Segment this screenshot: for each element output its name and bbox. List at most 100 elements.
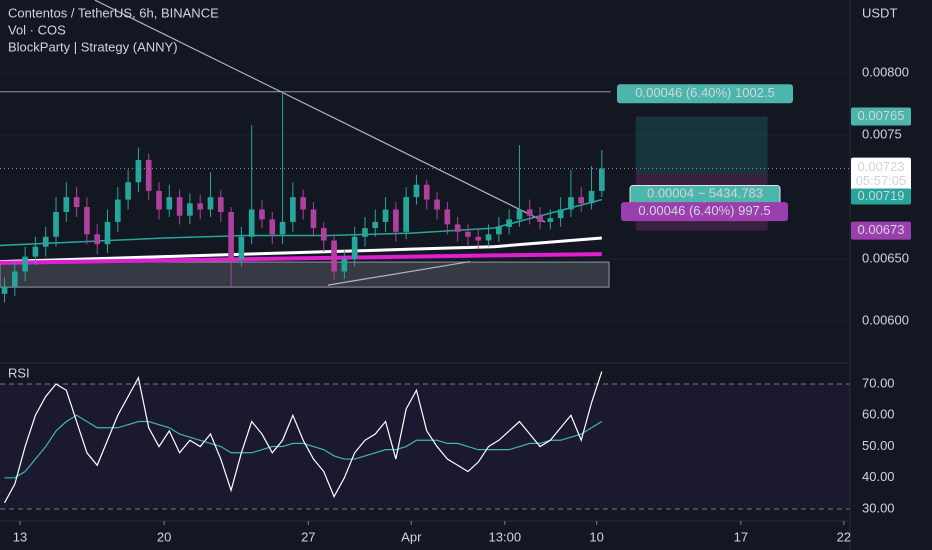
candle-body (176, 197, 183, 216)
candle-body (557, 209, 564, 219)
rsi-ma-line (4, 414, 603, 479)
plot-area (0, 0, 850, 510)
rsi-line (4, 371, 603, 504)
candle-body (526, 209, 533, 216)
indicator-label: Vol · COS (8, 22, 66, 37)
candle-body (156, 190, 162, 210)
candle-body (393, 209, 399, 232)
chart-title: Contentos / TetherUS, 6h, BINANCE (8, 5, 219, 20)
candle-body (114, 199, 121, 222)
candle-body (217, 197, 224, 212)
candle-body (228, 211, 234, 260)
candle-body (320, 228, 327, 241)
candle-body (94, 234, 101, 245)
trendline (94, 0, 546, 223)
candle-body (496, 226, 502, 235)
candle-body (475, 236, 482, 241)
candle-body (125, 182, 131, 200)
candle-body (145, 159, 152, 191)
target-area (635, 116, 768, 174)
moving-average (0, 236, 602, 264)
candle-body (22, 256, 28, 272)
x-tick-label: 17 (734, 529, 748, 544)
candle-body (444, 209, 451, 225)
middle-label: 0.00004 ~ 5434.783 (647, 185, 763, 200)
x-tick-label: 13:00 (489, 529, 522, 544)
candle-body (578, 197, 585, 204)
rsi-tick-label: 30.00 (862, 500, 895, 515)
price-tag (851, 107, 911, 126)
candle-body (187, 203, 193, 216)
candle-body (506, 219, 512, 227)
candle-body (434, 199, 440, 210)
x-tick-label: 10 (589, 529, 603, 544)
candle-body (279, 221, 286, 235)
candle-body (351, 236, 358, 260)
candle-body (104, 221, 111, 245)
candle-body (259, 209, 265, 220)
rsi-tick-label: 60.00 (862, 407, 895, 422)
candle-body (300, 197, 307, 210)
x-tick-label: 13 (13, 529, 27, 544)
candle-body (42, 236, 49, 247)
candle-body (598, 168, 605, 191)
candle-body (372, 221, 379, 229)
candle-body (403, 197, 409, 232)
candle-body (537, 215, 543, 222)
x-tick-label: 22 (837, 529, 851, 544)
rsi-label: RSI (8, 365, 30, 380)
candle-body (568, 197, 574, 210)
candle-body (32, 246, 39, 257)
price-tag (851, 221, 911, 240)
candle-body (454, 224, 461, 232)
candle-body (53, 211, 59, 237)
candle-body (382, 209, 389, 222)
rsi-band (0, 384, 850, 510)
candle-body (63, 197, 70, 212)
y-tick-label: 0.00600 (862, 313, 909, 328)
rsi-tick-label: 40.00 (862, 469, 895, 484)
price-tag-label: 0.00719 (858, 188, 905, 203)
candle-body (588, 190, 595, 204)
candle-body (465, 231, 471, 237)
trendline (327, 260, 471, 286)
y-tick-label: 0.00800 (862, 65, 909, 80)
price-tag-label: 0.00673 (858, 222, 905, 237)
candle-body (362, 228, 368, 237)
rsi-tick-label: 50.00 (862, 438, 895, 453)
x-tick-label: Apr (401, 529, 422, 544)
candle-body (1, 286, 8, 294)
x-tick-label: 27 (301, 529, 315, 544)
zone (0, 261, 610, 288)
candle-body (341, 259, 348, 272)
y-tick-label: 0.0075 (862, 127, 902, 142)
candle-body (413, 184, 420, 198)
indicator-label: BlockParty | Strategy (ANNY) (8, 39, 178, 54)
candle-body (248, 209, 255, 237)
candle-body (485, 234, 492, 241)
y-tick-label: 0.00650 (862, 251, 909, 266)
candle-body (516, 209, 523, 220)
stop-label-box (621, 202, 788, 222)
candle-body (84, 207, 90, 235)
price-tag (851, 188, 911, 205)
rsi-tick-label: 70.00 (862, 375, 895, 390)
stop-label: 0.00046 (6.40%) 997.5 (638, 203, 770, 218)
candle-body (290, 197, 296, 222)
last-price-tag (851, 157, 911, 191)
target-label-box (617, 84, 793, 104)
moving-average (0, 252, 602, 265)
target-label: 0.00046 (6.40%) 1002.5 (635, 85, 775, 100)
candle-body (547, 218, 554, 222)
countdown-label: 05:57:05 (856, 173, 907, 188)
price-tag-label: 0.00765 (858, 108, 905, 123)
x-tick-label: 20 (157, 529, 171, 544)
candle-body (197, 203, 204, 210)
axis-unit: USDT (862, 5, 897, 20)
candle-body (423, 184, 430, 200)
candle-body (207, 197, 214, 210)
candle-body (135, 159, 142, 183)
last-price-label: 0.00723 (858, 159, 905, 174)
candle-body (269, 219, 276, 235)
